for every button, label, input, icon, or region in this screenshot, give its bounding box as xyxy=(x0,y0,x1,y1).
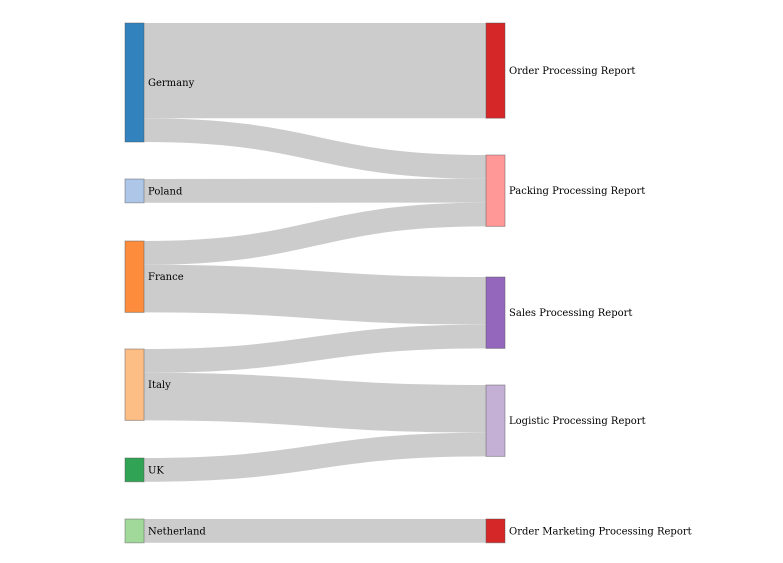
node-sales-bar xyxy=(485,276,506,349)
node-marketing-bar xyxy=(485,518,506,544)
node-italy: Italy xyxy=(124,348,171,421)
node-logistic-label: Logistic Processing Report xyxy=(509,416,646,427)
link-uk-logistic xyxy=(143,432,487,482)
node-sales-label: Sales Processing Report xyxy=(509,308,632,319)
node-uk: UK xyxy=(124,457,164,483)
node-poland-bar xyxy=(124,178,145,204)
node-order: Order Processing Report xyxy=(485,22,635,119)
node-germany-bar xyxy=(124,22,145,143)
node-marketing: Order Marketing Processing Report xyxy=(485,518,692,544)
node-packing-bar xyxy=(485,154,506,227)
link-france-packing xyxy=(143,202,487,265)
node-packing: Packing Processing Report xyxy=(485,154,645,227)
node-italy-label: Italy xyxy=(148,380,171,391)
node-netherland-bar xyxy=(124,518,145,544)
nodes-group: Germany Poland France Italy UK Netherland Orde… xyxy=(124,22,692,544)
node-france: France xyxy=(124,240,184,313)
node-sales: Sales Processing Report xyxy=(485,276,632,349)
node-germany-label: Germany xyxy=(148,78,195,89)
node-order-bar xyxy=(485,22,506,119)
node-uk-bar xyxy=(124,457,145,483)
links-group xyxy=(143,22,487,543)
node-france-bar xyxy=(124,240,145,313)
node-netherland-label: Netherland xyxy=(148,526,206,537)
node-order-label: Order Processing Report xyxy=(509,66,635,77)
node-netherland: Netherland xyxy=(124,518,206,544)
node-poland: Poland xyxy=(124,178,183,204)
node-france-label: France xyxy=(148,272,184,283)
node-logistic: Logistic Processing Report xyxy=(485,384,646,457)
link-italy-logistic xyxy=(143,372,487,433)
node-italy-bar xyxy=(124,348,145,421)
node-packing-label: Packing Processing Report xyxy=(509,186,645,197)
node-germany: Germany xyxy=(124,22,195,143)
link-france-sales xyxy=(143,264,487,325)
link-italy-sales xyxy=(143,324,487,373)
node-marketing-label: Order Marketing Processing Report xyxy=(509,526,692,537)
node-uk-label: UK xyxy=(148,465,164,476)
node-poland-label: Poland xyxy=(148,186,183,197)
node-logistic-bar xyxy=(485,384,506,457)
link-germany-packing xyxy=(143,118,487,179)
